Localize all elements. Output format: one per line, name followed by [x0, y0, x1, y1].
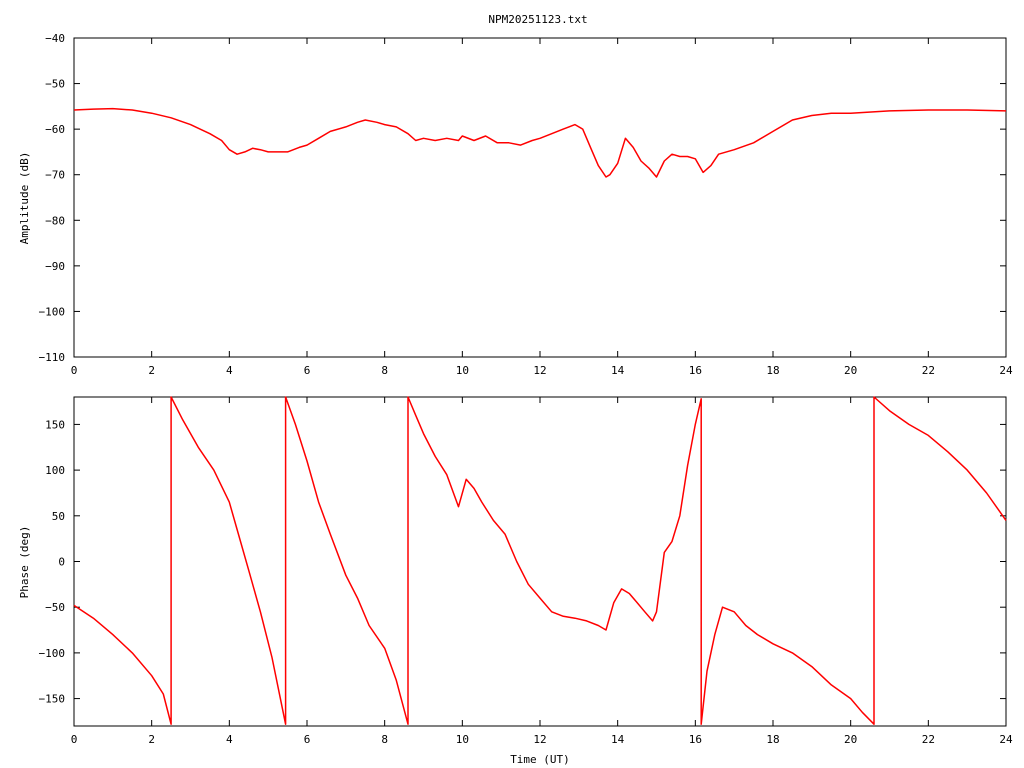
amplitude-x-tick-label: 24	[999, 364, 1013, 377]
phase-y-tick-label: 0	[58, 556, 65, 569]
amplitude-y-tick-label: −100	[39, 305, 66, 318]
amplitude-panel: Amplitude (dB) 0 2 4 6 8 10 12 14 16 18 20 22 24−40−…	[18, 32, 1013, 377]
amplitude-x-tick-label: 4	[226, 364, 233, 377]
amplitude-x-tick-label: 12	[533, 364, 546, 377]
phase-y-tick-label: −100	[39, 647, 66, 660]
phase-series-line	[73, 396, 1007, 725]
amplitude-y-tick-label: −40	[45, 32, 65, 45]
phase-x-tick-label: 4	[226, 733, 233, 746]
amplitude-y-tick-label: −90	[45, 260, 65, 273]
phase-x-tick-label: 22	[922, 733, 935, 746]
phase-x-tick-label: 12	[533, 733, 546, 746]
amplitude-x-tick-label: 10	[456, 364, 469, 377]
phase-x-tick-label: 10	[456, 733, 469, 746]
phase-x-tick-label: 20	[844, 733, 857, 746]
amplitude-x-tick-label: 22	[922, 364, 935, 377]
phase-x-tick-label: 6	[304, 733, 311, 746]
amplitude-y-tick-label: −70	[45, 169, 65, 182]
amplitude-x-tick-label: 16	[689, 364, 702, 377]
amplitude-series-line	[73, 107, 1007, 178]
phase-x-tick-label: 18	[766, 733, 779, 746]
amplitude-y-tick-label: −110	[39, 351, 66, 364]
phase-y-tick-label: 100	[45, 464, 65, 477]
phase-x-tick-label: 24	[999, 733, 1013, 746]
phase-y-tick-label: 50	[52, 510, 65, 523]
phase-x-tick-label: 16	[689, 733, 702, 746]
chart-title: NPM20251123.txt	[488, 13, 587, 26]
amplitude-x-tick-label: 2	[148, 364, 155, 377]
amplitude-x-tick-label: 18	[766, 364, 779, 377]
phase-y-tick-label: 150	[45, 418, 65, 431]
phase-x-tick-label: 2	[148, 733, 155, 746]
amplitude-x-tick-label: 14	[611, 364, 625, 377]
amplitude-y-tick-label: −60	[45, 123, 65, 136]
amplitude-x-tick-label: 8	[381, 364, 388, 377]
amplitude-plot-frame	[73, 37, 1007, 358]
amplitude-x-tick-label: 0	[71, 364, 78, 377]
amplitude-x-tick-label: 6	[304, 364, 311, 377]
time-x-axis-label: Time (UT)	[510, 753, 570, 766]
phase-x-tick-label: 14	[611, 733, 625, 746]
amplitude-y-tick-label: −80	[45, 214, 65, 227]
phase-x-tick-label: 8	[381, 733, 388, 746]
amplitude-y-tick-label: −50	[45, 78, 65, 91]
amplitude-y-axis-label: Amplitude (dB)	[18, 152, 31, 245]
phase-panel: Phase (deg) Time (UT) 0 2 4 6 8 10 12 14 16 18 20 2…	[18, 396, 1013, 766]
phase-y-tick-label: −50	[45, 601, 65, 614]
amplitude-x-tick-label: 20	[844, 364, 857, 377]
phase-plot-frame	[73, 396, 1007, 727]
phase-y-tick-label: −150	[39, 693, 66, 706]
phase-x-tick-label: 0	[71, 733, 78, 746]
phase-y-axis-label: Phase (deg)	[18, 526, 31, 599]
